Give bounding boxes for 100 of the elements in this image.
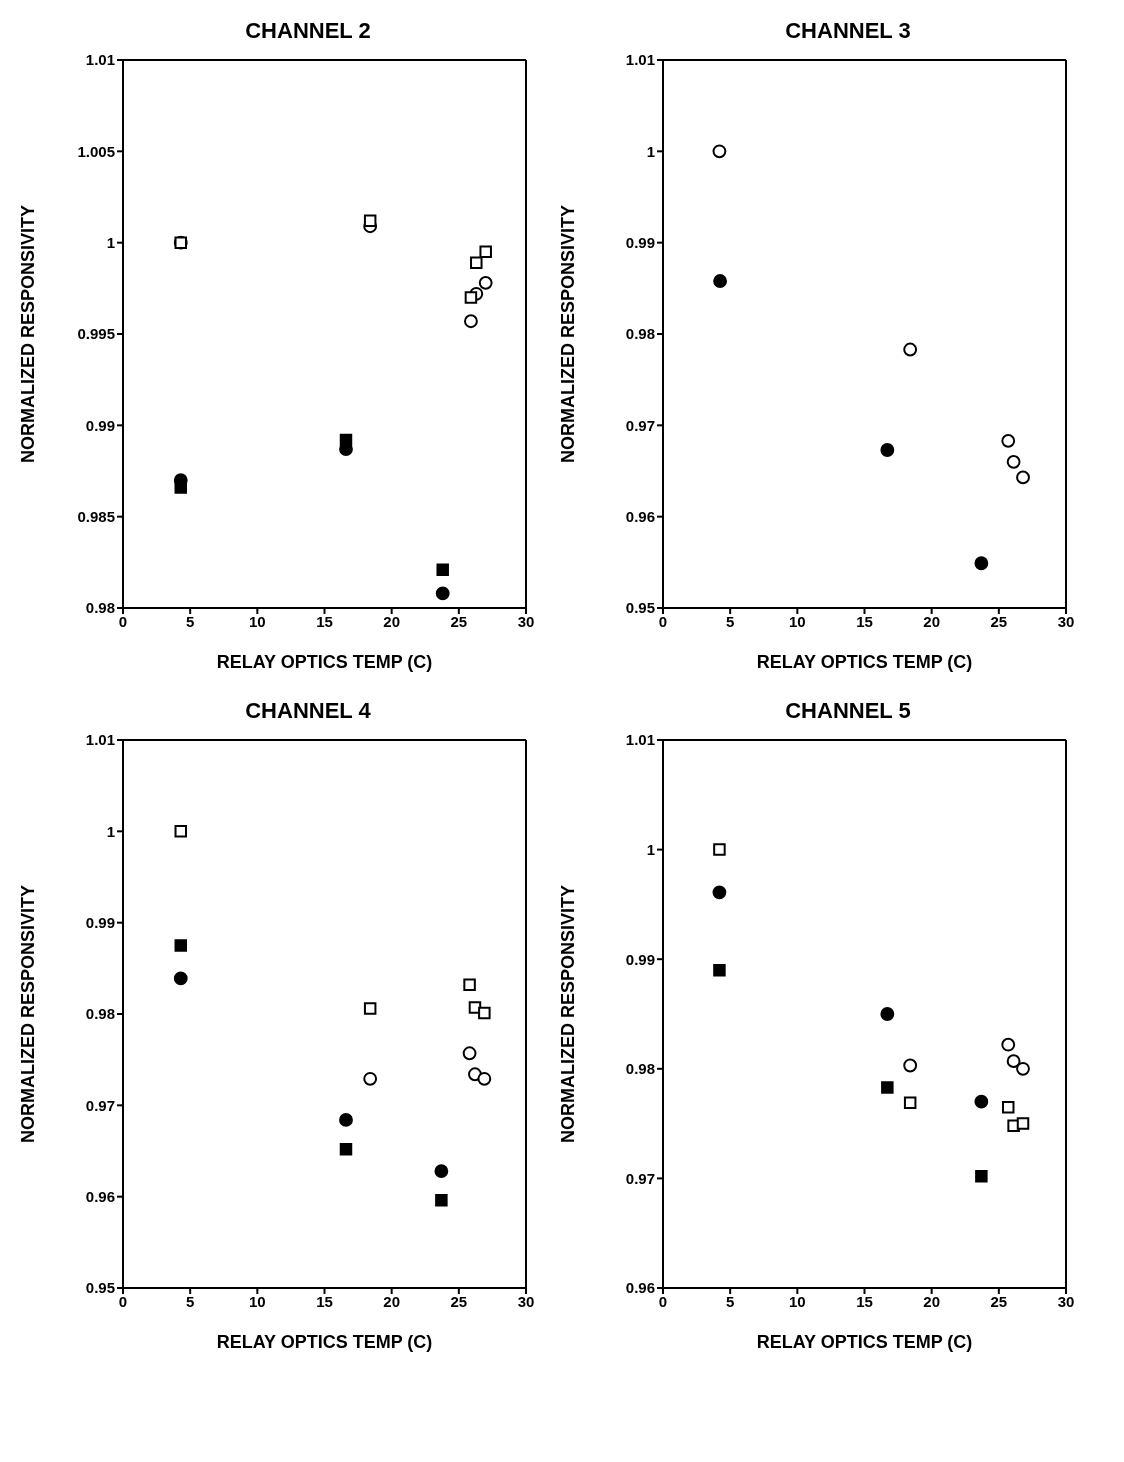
x-tick-label: 5 bbox=[725, 612, 735, 630]
y-tick-label: 0.98 bbox=[625, 1060, 655, 1078]
x-tick-label: 0 bbox=[658, 612, 668, 630]
y-tick-label: 0.96 bbox=[625, 1279, 655, 1297]
y-tick-label: 0.95 bbox=[85, 1279, 115, 1297]
point bbox=[464, 314, 478, 329]
point bbox=[477, 1071, 492, 1086]
point bbox=[1006, 454, 1021, 469]
y-tick-label: 1.01 bbox=[625, 731, 655, 749]
point bbox=[363, 1071, 378, 1086]
y-axis-title: NORMALIZED RESPONSIVITY bbox=[558, 204, 579, 464]
y-tick-label: 0.97 bbox=[625, 1169, 655, 1187]
point bbox=[903, 1058, 918, 1073]
y-axis-title: NORMALIZED RESPONSIVITY bbox=[558, 884, 579, 1144]
point bbox=[975, 1169, 988, 1183]
y-tick-label: 0.97 bbox=[625, 416, 655, 434]
x-tick-label: 15 bbox=[856, 612, 873, 630]
y-tick-label: 0.985 bbox=[77, 507, 115, 525]
point bbox=[713, 963, 726, 977]
point bbox=[478, 275, 493, 290]
point bbox=[1001, 1100, 1015, 1114]
y-tick-label: 0.96 bbox=[85, 1187, 115, 1205]
x-axis-title: RELAY OPTICS TEMP (C) bbox=[756, 652, 973, 672]
y-tick-label: 1 bbox=[106, 822, 115, 840]
point bbox=[464, 291, 478, 304]
point bbox=[174, 825, 188, 838]
y-tick-label: 0.99 bbox=[625, 950, 655, 968]
point bbox=[903, 1096, 917, 1110]
point bbox=[363, 1002, 377, 1015]
point bbox=[174, 481, 188, 494]
point bbox=[713, 274, 728, 288]
point bbox=[1016, 1061, 1030, 1076]
point bbox=[478, 1006, 491, 1020]
y-tick-label: 0.96 bbox=[625, 507, 655, 525]
x-tick-label: 30 bbox=[517, 612, 535, 630]
y-tick-label: 0.98 bbox=[85, 1005, 115, 1023]
x-axis-title: RELAY OPTICS TEMP (C) bbox=[756, 1332, 973, 1352]
y-tick-label: 1 bbox=[106, 233, 115, 251]
y-axis-title: NORMALIZED RESPONSIVITY bbox=[18, 884, 39, 1144]
x-tick-label: 15 bbox=[316, 1292, 333, 1310]
x-tick-label: 10 bbox=[248, 1292, 266, 1310]
x-tick-label: 0 bbox=[118, 612, 128, 630]
x-tick-label: 25 bbox=[450, 612, 468, 630]
x-tick-label: 30 bbox=[517, 1292, 535, 1310]
x-tick-label: 20 bbox=[923, 612, 941, 630]
point bbox=[881, 1081, 894, 1094]
point bbox=[880, 443, 895, 457]
x-tick-label: 20 bbox=[923, 1292, 941, 1310]
x-tick-label: 5 bbox=[185, 1292, 195, 1310]
x-tick-label: 5 bbox=[185, 612, 195, 630]
x-axis-title: RELAY OPTICS TEMP (C) bbox=[216, 652, 433, 672]
point bbox=[435, 586, 450, 601]
x-tick-label: 10 bbox=[248, 612, 266, 630]
point bbox=[712, 885, 727, 900]
x-tick-label: 5 bbox=[725, 1292, 735, 1310]
y-tick-label: 1.01 bbox=[85, 51, 115, 69]
y-tick-label: 0.97 bbox=[85, 1096, 115, 1114]
y-tick-label: 1 bbox=[646, 142, 655, 160]
y-tick-label: 0.99 bbox=[625, 233, 655, 251]
chart-title: CHANNEL 4 bbox=[244, 698, 372, 724]
point bbox=[173, 971, 188, 986]
point bbox=[1016, 1117, 1030, 1130]
x-tick-label: 25 bbox=[450, 1292, 468, 1310]
y-tick-label: 1 bbox=[646, 840, 655, 858]
y-tick-label: 0.99 bbox=[85, 913, 115, 931]
point bbox=[435, 1194, 448, 1207]
point bbox=[436, 563, 449, 576]
x-axis-title: RELAY OPTICS TEMP (C) bbox=[216, 1332, 433, 1352]
chart-title: CHANNEL 2 bbox=[244, 18, 372, 44]
y-tick-label: 0.95 bbox=[625, 599, 655, 617]
point bbox=[1016, 470, 1030, 485]
point bbox=[339, 1142, 353, 1156]
x-tick-label: 25 bbox=[990, 1292, 1008, 1310]
y-tick-label: 0.98 bbox=[85, 599, 115, 617]
x-tick-label: 0 bbox=[118, 1292, 128, 1310]
y-tick-label: 1.005 bbox=[77, 142, 115, 160]
point bbox=[363, 214, 377, 227]
y-axis-title: NORMALIZED RESPONSIVITY bbox=[18, 204, 39, 464]
point bbox=[434, 1164, 449, 1178]
x-tick-label: 15 bbox=[856, 1292, 873, 1310]
point bbox=[974, 556, 989, 571]
x-tick-label: 30 bbox=[1057, 1292, 1075, 1310]
x-tick-label: 25 bbox=[990, 612, 1008, 630]
chart-title: CHANNEL 3 bbox=[784, 18, 912, 44]
point bbox=[974, 1094, 989, 1109]
x-tick-label: 0 bbox=[658, 1292, 668, 1310]
point bbox=[713, 843, 726, 856]
y-tick-label: 0.99 bbox=[85, 416, 115, 434]
point bbox=[479, 245, 492, 259]
y-tick-label: 1.01 bbox=[85, 731, 115, 749]
point bbox=[174, 236, 188, 249]
x-tick-label: 15 bbox=[316, 612, 333, 630]
point bbox=[463, 978, 476, 992]
x-tick-label: 10 bbox=[788, 612, 806, 630]
point bbox=[174, 939, 188, 952]
x-tick-label: 20 bbox=[383, 1292, 401, 1310]
point bbox=[1006, 1054, 1021, 1069]
point bbox=[339, 1113, 353, 1127]
y-tick-label: 0.995 bbox=[77, 325, 115, 343]
point bbox=[339, 433, 353, 447]
